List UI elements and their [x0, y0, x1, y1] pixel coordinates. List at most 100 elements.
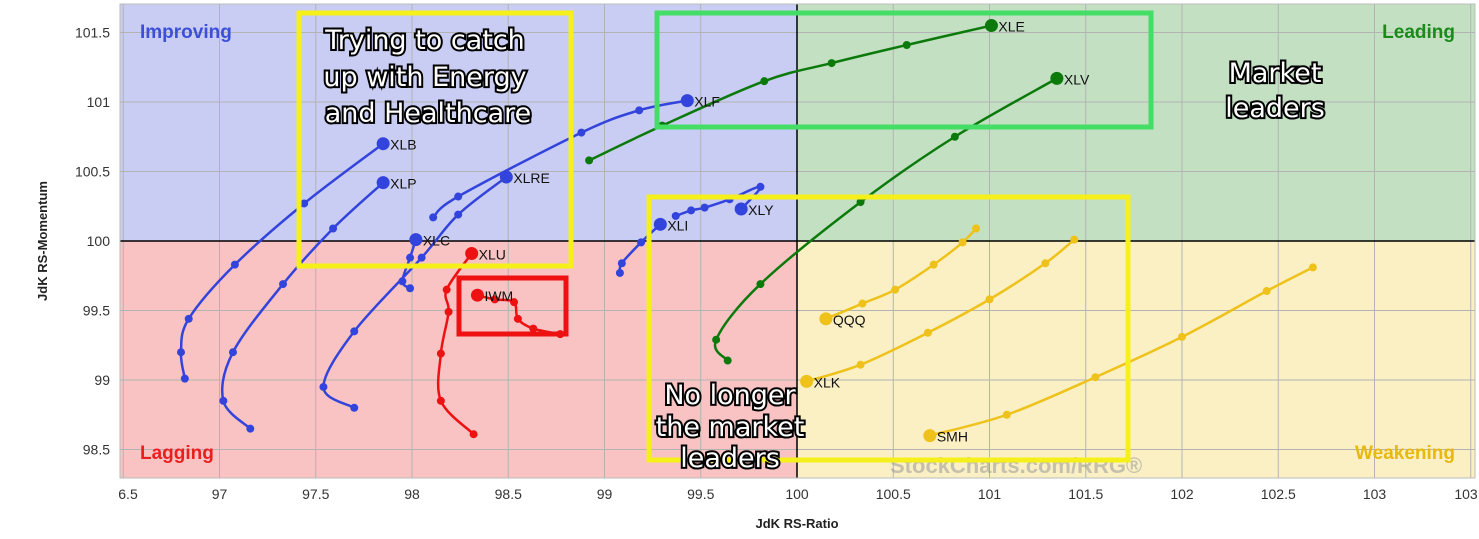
- trail-point: [950, 132, 959, 141]
- tick-labels: 6.5 97 97.5 98 98.5 99 99.5 100 100.5 101 101.5 102…: [75, 25, 1478, 503]
- series-xli[interactable]: XLI: [615, 217, 688, 277]
- head-point[interactable]: [376, 176, 390, 190]
- head-point[interactable]: [499, 170, 513, 184]
- head-point[interactable]: [465, 247, 479, 261]
- trail-point: [1070, 235, 1079, 244]
- trail-point: [230, 260, 239, 269]
- annotation-text: and Healthcare: [325, 98, 532, 129]
- trail-point: [858, 299, 867, 308]
- symbol-label: XLK: [814, 374, 841, 390]
- head-point[interactable]: [800, 374, 814, 388]
- trail-point: [985, 295, 994, 304]
- plot-border: [119, 3, 1476, 479]
- symbol-label: XLI: [667, 217, 688, 233]
- series-xlu[interactable]: XLU: [436, 247, 506, 439]
- trail-point: [329, 224, 338, 233]
- trail-point: [585, 156, 594, 165]
- trail-point: [184, 314, 193, 323]
- head-point[interactable]: [923, 429, 937, 443]
- symbol-label: XLY: [748, 202, 774, 218]
- symbol-label: XLC: [423, 233, 450, 249]
- trail-point: [469, 430, 478, 439]
- trail-point: [1308, 263, 1317, 272]
- annotation-box-catch-up: [296, 10, 574, 269]
- head-point[interactable]: [409, 233, 423, 247]
- trail-point: [350, 327, 359, 336]
- quadrant-label-weakening: Weakening: [1355, 443, 1455, 464]
- head-point[interactable]: [470, 288, 484, 302]
- series-smh[interactable]: SMH: [923, 263, 1317, 445]
- series-xlp[interactable]: XLP: [219, 176, 417, 433]
- head-point[interactable]: [1050, 71, 1064, 85]
- x-tick-label: 103: [1454, 486, 1478, 502]
- trail-point: [398, 277, 407, 286]
- quadrant-leading: [797, 4, 1475, 241]
- trail-point: [635, 106, 644, 115]
- x-tick-label: 98.5: [495, 486, 522, 502]
- head-point[interactable]: [680, 94, 694, 108]
- symbol-label: XLV: [1064, 71, 1090, 87]
- head-point[interactable]: [376, 137, 390, 151]
- trail-point: [637, 238, 646, 247]
- trail-point: [279, 280, 288, 289]
- symbol-label: XLU: [479, 247, 506, 263]
- head-point[interactable]: [984, 19, 998, 33]
- trail-point: [1262, 287, 1271, 296]
- trail-point: [756, 182, 765, 191]
- y-tick-label: 99.5: [83, 303, 110, 319]
- trail-point: [406, 253, 415, 262]
- y-tick-label: 101: [87, 94, 111, 110]
- trail-point: [300, 199, 309, 208]
- watermark: StockCharts.com/RRG®: [890, 453, 1142, 478]
- trail-point: [617, 259, 626, 268]
- quadrant-label-improving: Improving: [140, 22, 232, 43]
- quadrant-improving: [120, 4, 797, 241]
- series-qqq[interactable]: QQQ: [819, 224, 981, 328]
- trail-point: [1002, 410, 1011, 419]
- trail-point: [350, 403, 359, 412]
- trail-point: [429, 213, 438, 222]
- x-tick-label: 102.5: [1261, 486, 1296, 502]
- annotation-catch-up: Trying to catch up with Energy and Healt…: [296, 10, 574, 269]
- x-tick-label: 101: [978, 486, 1002, 502]
- quadrant-label-leading: Leading: [1382, 22, 1455, 43]
- x-axis-title: JdK RS-Ratio: [755, 516, 838, 531]
- y-tick-label: 100.5: [75, 164, 110, 180]
- head-point[interactable]: [734, 202, 748, 216]
- head-point[interactable]: [819, 312, 833, 326]
- trail-point: [228, 348, 237, 357]
- trail-point: [923, 328, 932, 337]
- trail-point: [436, 349, 445, 358]
- trail-point: [529, 324, 538, 333]
- series-xly[interactable]: XLY: [671, 182, 775, 220]
- head-point[interactable]: [653, 217, 667, 231]
- symbol-label: XLP: [390, 176, 416, 192]
- trail-point: [712, 335, 721, 344]
- y-tick-label: 101.5: [75, 25, 110, 41]
- trail-point: [490, 295, 499, 304]
- trail-point: [891, 285, 900, 294]
- trail-point: [1041, 259, 1050, 268]
- x-tick-label: 99: [597, 486, 613, 502]
- annotation-text: the market: [656, 412, 805, 443]
- quadrant-backgrounds: [120, 4, 1475, 478]
- annotation-text: No longer: [664, 380, 796, 411]
- series-xlk[interactable]: XLK: [800, 235, 1079, 391]
- x-tick-label: 6.5: [118, 486, 138, 502]
- series-xlb[interactable]: XLB: [177, 137, 417, 383]
- trail-point: [958, 238, 967, 247]
- annotation-text: leaders: [1225, 93, 1325, 124]
- trail-point: [577, 128, 586, 137]
- trail-point: [319, 382, 328, 391]
- symbol-label: IWM: [484, 288, 513, 304]
- trail-point: [454, 210, 463, 219]
- trail-point: [856, 198, 865, 207]
- trail-point: [177, 348, 185, 357]
- series-iwm[interactable]: IWM: [470, 288, 565, 339]
- trail-point: [444, 307, 453, 316]
- series-xlre[interactable]: XLRE: [319, 170, 550, 412]
- trail-point: [513, 314, 522, 323]
- series-xlc[interactable]: XLC: [398, 233, 450, 293]
- x-tick-label: 97: [212, 486, 228, 502]
